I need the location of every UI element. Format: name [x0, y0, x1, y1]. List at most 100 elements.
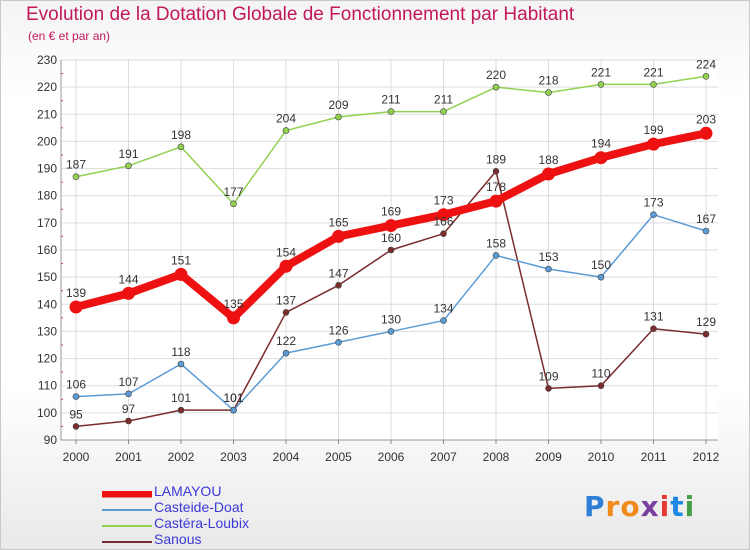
- x-tick-label: 2006: [378, 450, 405, 464]
- data-point: [699, 126, 713, 140]
- data-point: [227, 311, 240, 325]
- data-label: 126: [328, 323, 348, 337]
- data-point: [545, 89, 552, 96]
- data-label: 198: [171, 128, 191, 142]
- y-tick-label: 220: [37, 80, 57, 94]
- y-tick-label: 110: [38, 379, 57, 393]
- data-label: 150: [591, 258, 611, 272]
- data-label: 154: [276, 245, 296, 259]
- data-point: [230, 200, 237, 208]
- proxiti-logo: Proxiti: [584, 490, 695, 523]
- data-point: [492, 167, 500, 175]
- y-tick-label: 120: [37, 352, 57, 366]
- data-point: [440, 108, 447, 115]
- data-point: [125, 162, 132, 170]
- x-tick-label: 2003: [220, 450, 247, 464]
- data-point: [545, 385, 552, 392]
- x-tick-label: 2010: [588, 450, 615, 464]
- x-tick-label: 2011: [641, 450, 667, 464]
- data-point: [647, 137, 660, 151]
- x-tick-label: 2007: [430, 450, 457, 464]
- data-point: [597, 273, 605, 281]
- data-label: 109: [538, 369, 558, 383]
- data-label: 203: [696, 112, 716, 126]
- legend-label-castera-loubix: Castéra-Loubix: [154, 515, 249, 531]
- x-tick-label: 2002: [168, 450, 195, 464]
- data-label: 158: [486, 236, 506, 250]
- data-label: 160: [381, 231, 401, 245]
- logo-letter: o: [620, 490, 641, 523]
- data-point: [332, 229, 345, 243]
- data-label: 95: [69, 407, 83, 421]
- logo-letter: i: [659, 490, 671, 523]
- data-point: [437, 208, 450, 222]
- data-label: 188: [538, 153, 558, 167]
- data-point: [177, 360, 185, 368]
- data-point: [72, 393, 80, 400]
- x-tick-label: 2004: [273, 450, 300, 464]
- data-label: 173: [433, 194, 453, 208]
- data-label: 199: [643, 123, 663, 137]
- data-point: [72, 173, 80, 181]
- y-tick-label: 140: [37, 297, 57, 311]
- data-point: [702, 227, 710, 235]
- data-point: [545, 265, 552, 273]
- data-point: [440, 230, 447, 238]
- data-point: [174, 267, 188, 281]
- data-point: [69, 300, 83, 314]
- data-point: [122, 286, 135, 300]
- data-label: 204: [276, 112, 296, 126]
- y-tick-label: 150: [37, 270, 57, 284]
- data-label: 220: [486, 68, 506, 82]
- data-label: 177: [223, 185, 243, 199]
- y-tick-label: 200: [37, 134, 57, 148]
- data-label: 144: [118, 272, 138, 286]
- y-tick-label: 180: [37, 189, 57, 203]
- data-label: 122: [276, 334, 296, 348]
- data-point: [492, 252, 500, 259]
- y-tick-label: 90: [44, 433, 58, 447]
- data-label: 106: [66, 378, 86, 392]
- data-label: 129: [696, 315, 716, 329]
- data-label: 166: [433, 215, 453, 229]
- data-label: 147: [328, 266, 348, 280]
- y-tick-label: 130: [37, 324, 57, 338]
- data-point: [489, 194, 503, 208]
- data-point: [542, 167, 555, 181]
- data-point: [440, 317, 447, 324]
- data-label: 135: [223, 297, 243, 311]
- data-label: 211: [381, 93, 400, 107]
- data-point: [177, 143, 185, 151]
- data-label: 224: [696, 57, 716, 71]
- data-label: 130: [381, 312, 401, 326]
- logo-letter: t: [670, 490, 685, 523]
- data-point: [282, 127, 290, 134]
- data-point: [384, 219, 398, 233]
- data-point: [387, 108, 395, 115]
- data-label: 165: [328, 215, 348, 229]
- legend-swatch-sanous: [102, 541, 152, 543]
- data-point: [492, 83, 500, 91]
- legend-swatch-castera-loubix: [102, 525, 152, 527]
- data-label: 169: [381, 205, 401, 219]
- data-label: 167: [696, 212, 716, 226]
- data-label: 209: [328, 98, 348, 112]
- data-label: 173: [643, 196, 663, 210]
- data-label: 189: [486, 152, 506, 166]
- data-point: [125, 390, 132, 398]
- data-label: 191: [118, 147, 138, 161]
- data-point: [650, 325, 657, 333]
- data-point: [279, 259, 293, 273]
- logo-letter: P: [584, 490, 606, 523]
- y-tick-label: 210: [37, 107, 57, 121]
- data-point: [650, 211, 657, 219]
- data-label: 110: [591, 367, 610, 381]
- data-point: [335, 338, 342, 346]
- data-point: [125, 417, 132, 425]
- legend-label-sanous: Sanous: [154, 531, 202, 547]
- data-point: [230, 406, 237, 414]
- y-tick-label: 170: [37, 216, 57, 230]
- data-label: 151: [171, 253, 191, 267]
- data-label: 134: [433, 302, 453, 316]
